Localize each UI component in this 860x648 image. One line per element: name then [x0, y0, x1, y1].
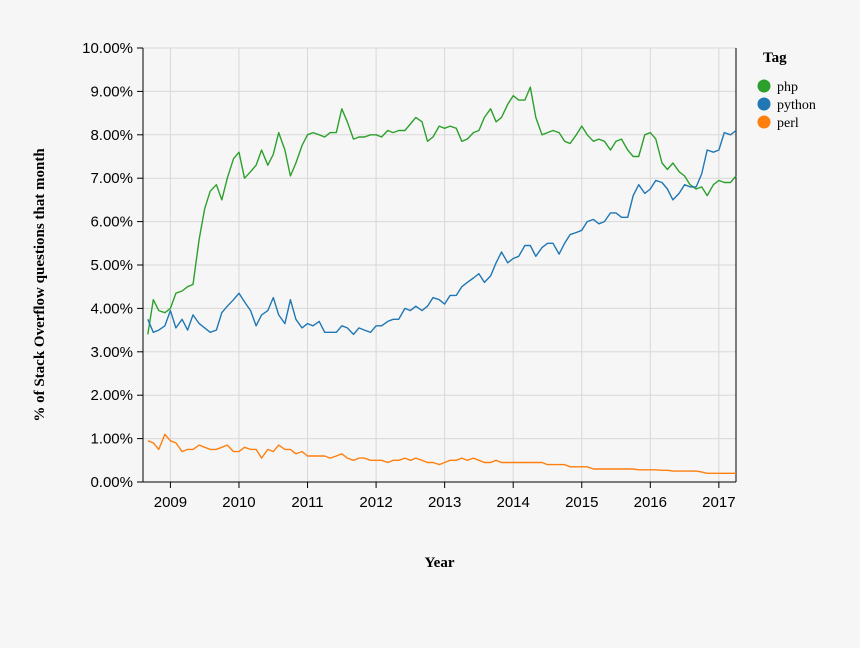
legend-label-php: php: [777, 80, 798, 95]
legend-label-perl: perl: [777, 116, 799, 131]
y-tick-label: 7.00%: [90, 170, 133, 187]
y-tick-label: 1.00%: [90, 431, 133, 448]
y-tick-label: 6.00%: [90, 214, 133, 231]
x-tick-label: 2010: [222, 494, 255, 511]
x-tick-label: 2011: [291, 494, 323, 511]
legend-swatch-php: [757, 79, 771, 93]
legend-title: Tag: [763, 50, 787, 66]
x-tick-label: 2017: [702, 494, 735, 511]
series-line-php: [147, 86, 737, 335]
y-tick-label: 5.00%: [90, 257, 133, 274]
y-axis-title: % of Stack Overflow questions that month: [32, 148, 48, 422]
x-tick-label: 2015: [565, 494, 598, 511]
y-tick-labels: 0.00% 1.00% 2.00% 3.00% 4.00% 5.00% 6.00% 7.00%…: [82, 40, 143, 491]
y-tick-label: 3.00%: [90, 344, 133, 361]
y-tick-label: 2.00%: [90, 387, 133, 404]
legend: Tag php python perl: [757, 50, 816, 131]
series-line-python: [147, 129, 737, 336]
x-tick-label: 2012: [359, 494, 392, 511]
legend-label-python: python: [777, 98, 816, 113]
x-tick-label: 2016: [634, 494, 667, 511]
legend-swatch-perl: [757, 115, 771, 129]
x-tick-label: 2009: [154, 494, 187, 511]
x-tick-label: 2013: [428, 494, 461, 511]
y-tick-label: 0.00%: [90, 474, 133, 491]
legend-swatch-python: [757, 97, 771, 111]
series-line-perl: [147, 433, 736, 474]
x-tick-label: 2014: [497, 494, 530, 511]
y-tick-label: 8.00%: [90, 127, 133, 144]
y-tick-label: 4.00%: [90, 300, 133, 317]
x-axis-title: Year: [425, 555, 455, 571]
y-tick-label: 10.00%: [82, 40, 133, 57]
series: [147, 86, 737, 474]
x-tick-labels: 2009 2010 2011 2012 2013 2014 2015 2016 2017: [154, 482, 736, 511]
y-tick-label: 9.00%: [90, 83, 133, 100]
grid: [143, 47, 736, 483]
